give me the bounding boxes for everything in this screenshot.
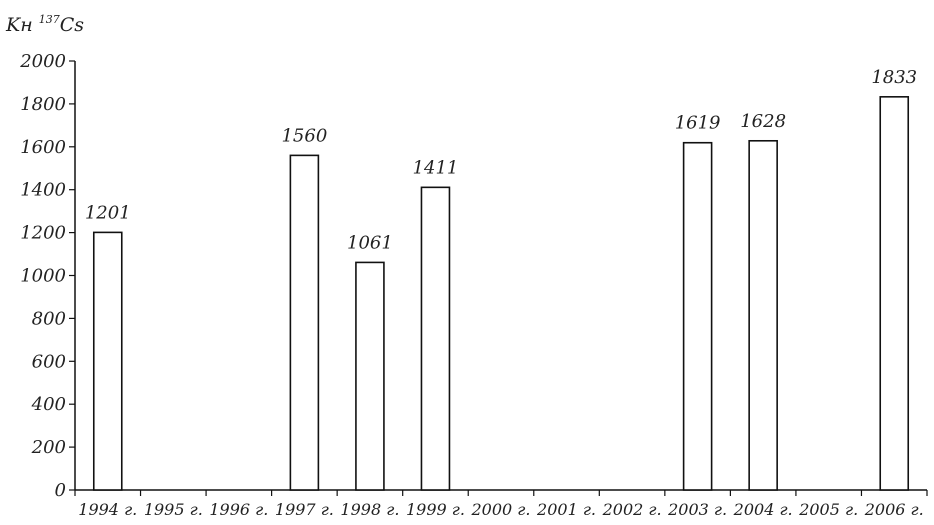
bar bbox=[879, 96, 910, 491]
x-tick-label: 1998 г. bbox=[340, 500, 399, 519]
y-tick-label: 2000 bbox=[19, 51, 66, 72]
y-axis-label-superscript: 137 bbox=[38, 13, 60, 26]
x-tick-label: 2001 г. bbox=[536, 500, 596, 519]
y-tick-label: 1600 bbox=[20, 137, 66, 158]
bar bbox=[682, 141, 713, 491]
x-tick-label: 1995 г. bbox=[144, 500, 203, 519]
x-tick-label: 2006 г. bbox=[864, 500, 924, 519]
data-label: 1201 bbox=[85, 202, 131, 223]
x-tick-label: 1997 г. bbox=[275, 500, 334, 519]
y-axis-label-main: Kн bbox=[6, 14, 33, 36]
x-tick-label: 2005 г. bbox=[798, 500, 858, 519]
y-tick-label: 1200 bbox=[20, 223, 66, 244]
bar bbox=[92, 231, 123, 491]
data-label: 1411 bbox=[413, 157, 459, 178]
x-tick-label: 2002 г. bbox=[602, 500, 662, 519]
y-tick-label: 1000 bbox=[20, 266, 66, 287]
data-label: 1833 bbox=[871, 67, 917, 88]
y-tick-label: 0 bbox=[55, 480, 66, 501]
x-tick-label: 2003 г. bbox=[667, 500, 727, 519]
x-tick-label: 2004 г. bbox=[733, 500, 793, 519]
x-tick-label: 1994 г. bbox=[78, 500, 137, 519]
bar bbox=[355, 261, 385, 491]
data-label: 1061 bbox=[347, 232, 393, 253]
y-tick-label: 400 bbox=[31, 394, 66, 415]
data-label: 1560 bbox=[281, 125, 327, 146]
y-tick-label: 1400 bbox=[20, 180, 66, 201]
data-label: 1628 bbox=[740, 111, 786, 132]
y-tick-label: 1800 bbox=[20, 94, 66, 115]
bar bbox=[289, 154, 320, 491]
x-tick-label: 2000 г. bbox=[471, 500, 531, 519]
y-tick-label: 800 bbox=[32, 308, 66, 329]
x-tick-label: 1996 г. bbox=[209, 500, 268, 519]
data-label: 1619 bbox=[675, 113, 721, 134]
y-axis-label-tail: Cs bbox=[59, 14, 85, 36]
y-tick-label: 200 bbox=[31, 437, 66, 458]
y-axis-label: Kн 137Cs bbox=[6, 13, 85, 36]
bar bbox=[748, 139, 778, 491]
x-tick-label: 1999 г. bbox=[406, 500, 465, 519]
bar bbox=[420, 186, 451, 491]
y-tick-label: 600 bbox=[32, 351, 66, 372]
